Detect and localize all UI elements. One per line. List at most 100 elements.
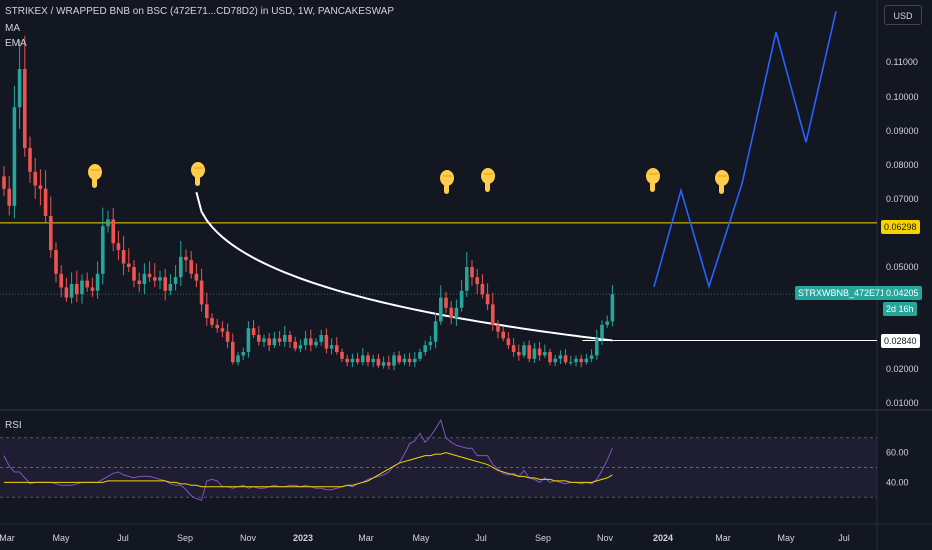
candle-body [215, 324, 219, 329]
candle-body [329, 345, 334, 349]
candle-body [106, 219, 110, 227]
ema-layer [195, 191, 613, 342]
candle-body [38, 185, 43, 189]
candle-body [54, 250, 58, 274]
candle-body [574, 358, 578, 363]
candle-body [64, 287, 69, 298]
rsi-tick-label: 40.00 [886, 477, 909, 487]
candle-body [350, 358, 355, 363]
candle-body [610, 294, 615, 322]
candle-body [194, 273, 199, 281]
candle-body [548, 352, 552, 363]
time-tick-label: Sep [177, 533, 193, 543]
ema-indicator-label[interactable]: EMA [5, 38, 27, 49]
candle-body [7, 188, 11, 206]
candle-body [80, 280, 84, 295]
candle-body [309, 338, 313, 346]
candle-body [392, 355, 396, 366]
candle-body [324, 335, 329, 349]
ma-indicator-label[interactable]: MA [5, 23, 20, 34]
candle-body [433, 321, 438, 342]
time-tick-label: Sep [535, 533, 551, 543]
candle-body [402, 358, 407, 363]
candle-body [361, 355, 365, 363]
support-label: 0.02840 [881, 334, 920, 348]
pointing-hand-icon [715, 170, 729, 194]
candle-body [506, 338, 511, 346]
candle-body [116, 243, 121, 250]
candle-body [418, 352, 422, 359]
candle-body [543, 352, 547, 356]
time-tick-label: 2024 [653, 533, 673, 543]
candle-body [314, 341, 318, 346]
candle-body [298, 345, 303, 349]
candle-body [470, 267, 474, 278]
candle-body [231, 341, 235, 363]
pointing-hand-icon [646, 168, 660, 192]
candle-body [355, 358, 360, 363]
time-tick-label: Mar [0, 533, 15, 543]
pointing-hand-icon [88, 164, 102, 188]
candle-body [246, 328, 251, 352]
candle-body [69, 284, 74, 298]
time-tick-label: May [777, 533, 795, 543]
candle-body [584, 358, 589, 363]
candle-body [236, 355, 240, 363]
candle-body [475, 277, 479, 284]
candle-body [49, 216, 53, 250]
candle-body [397, 355, 401, 363]
pointing-hand-icon [481, 168, 495, 192]
chart-title: STRIKEX / WRAPPED BNB on BSC (472E71...C… [5, 6, 395, 17]
candle-body [319, 335, 323, 342]
candle-body [225, 331, 230, 342]
time-tick-label: May [52, 533, 70, 543]
candle-body [454, 307, 459, 318]
candle-body [569, 362, 573, 364]
last-price-tag: 0.04205 [883, 286, 922, 300]
candle-body [12, 107, 17, 206]
candle-body [491, 304, 495, 325]
candle-body [153, 277, 157, 281]
candle-body [251, 328, 256, 335]
candle-body [558, 355, 563, 359]
candle-body [532, 348, 537, 359]
time-tick-label: Jul [117, 533, 129, 543]
candle-body [142, 273, 147, 284]
price-tick-label: 0.01000 [886, 398, 919, 408]
candle-body [168, 284, 173, 291]
candle-body [267, 338, 271, 346]
candle-body [423, 345, 427, 352]
candle-body [147, 273, 152, 278]
candle-body [173, 277, 178, 284]
price-tick-label: 0.05000 [886, 262, 919, 272]
candle-body [595, 338, 599, 356]
candle-body [220, 328, 225, 332]
candle-body [205, 304, 209, 318]
price-tick-label: 0.10000 [886, 92, 919, 102]
time-tick-label: 2023 [293, 533, 313, 543]
candle-body [439, 297, 443, 322]
resistance-label: 0.06298 [881, 220, 920, 234]
price-tick-label: 0.08000 [886, 160, 919, 170]
candle-body [428, 341, 433, 346]
candle-body [43, 188, 48, 216]
candle-body [189, 260, 193, 274]
candle-body [90, 287, 95, 291]
candle-body [158, 277, 162, 281]
time-tick-label: Jul [475, 533, 487, 543]
candle-body [241, 352, 245, 356]
candle-body [184, 256, 188, 261]
candle-body [501, 331, 505, 339]
candle-body [288, 335, 292, 342]
candle-body [101, 226, 105, 274]
candle-body [85, 280, 89, 288]
candle-body [28, 148, 32, 172]
annotations-layer [88, 162, 729, 194]
candle-body [33, 171, 37, 186]
candle-body [335, 345, 339, 352]
ema-line [195, 191, 613, 342]
currency-button[interactable]: USD [884, 5, 922, 25]
candle-body [407, 358, 412, 363]
price-tick-label: 0.09000 [886, 126, 919, 136]
